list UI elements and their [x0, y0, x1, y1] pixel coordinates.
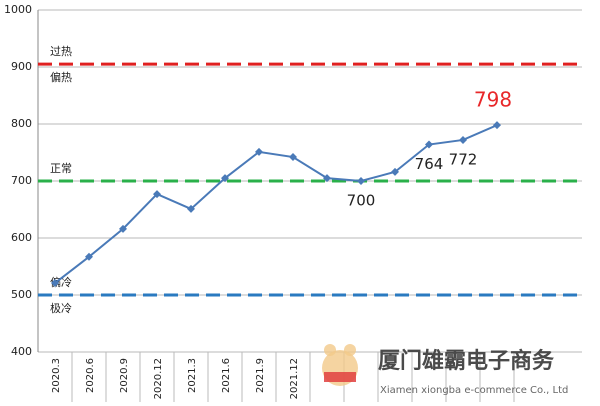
data-point — [51, 279, 59, 288]
x-tick-label: 2021.9 — [255, 358, 266, 393]
x-tick-label: 2021.3 — [187, 358, 198, 393]
y-tick-label: 700 — [11, 174, 32, 187]
data-point — [391, 167, 399, 176]
reference-label: 偏热 — [50, 70, 72, 84]
data-point — [255, 147, 263, 156]
y-tick-label: 400 — [11, 345, 32, 358]
y-tick-label: 500 — [11, 288, 32, 301]
data-label: 700 — [347, 192, 376, 210]
data-point — [221, 174, 229, 183]
plot: 400 500 600 700 800 900 1000 2020.3 2020.6 2020.9… — [4, 3, 582, 402]
reference-label: 正常 — [50, 162, 72, 175]
reference-label: 过热 — [50, 45, 72, 58]
y-tick-label: 800 — [11, 117, 32, 130]
data-point — [459, 135, 467, 144]
data-point — [187, 204, 195, 213]
data-point — [323, 174, 331, 183]
data-point — [493, 121, 501, 130]
x-tick-label: 2021.12 — [289, 358, 300, 399]
y-tick-label: 1000 — [4, 3, 32, 16]
data-point — [357, 177, 365, 185]
data-label: 772 — [449, 150, 478, 168]
data-point — [289, 153, 297, 162]
series-line — [54, 124, 498, 284]
data-label: 764 — [415, 155, 444, 173]
data-point — [153, 190, 161, 199]
watermark-logo — [322, 344, 358, 386]
y-tick-label: 600 — [11, 231, 32, 244]
watermark-title: 厦门雄霸电子商务 — [378, 348, 555, 374]
x-tick-label: 2020.9 — [119, 358, 130, 393]
x-tick-label: 2020.12 — [153, 358, 164, 399]
x-tick-label: 2020.3 — [51, 358, 62, 393]
data-label: 798 — [474, 88, 512, 112]
data-point — [119, 224, 127, 233]
data-point — [85, 252, 93, 261]
reference-label: 极冷 — [50, 301, 72, 315]
data-point — [425, 140, 433, 149]
watermark-subtitle: Xiamen xiongba e-commerce Co., Ltd — [380, 385, 568, 396]
y-tick-label: 900 — [11, 60, 32, 73]
x-tick-label: 2020.6 — [85, 358, 96, 393]
x-tick-label: 2021.6 — [221, 358, 232, 393]
